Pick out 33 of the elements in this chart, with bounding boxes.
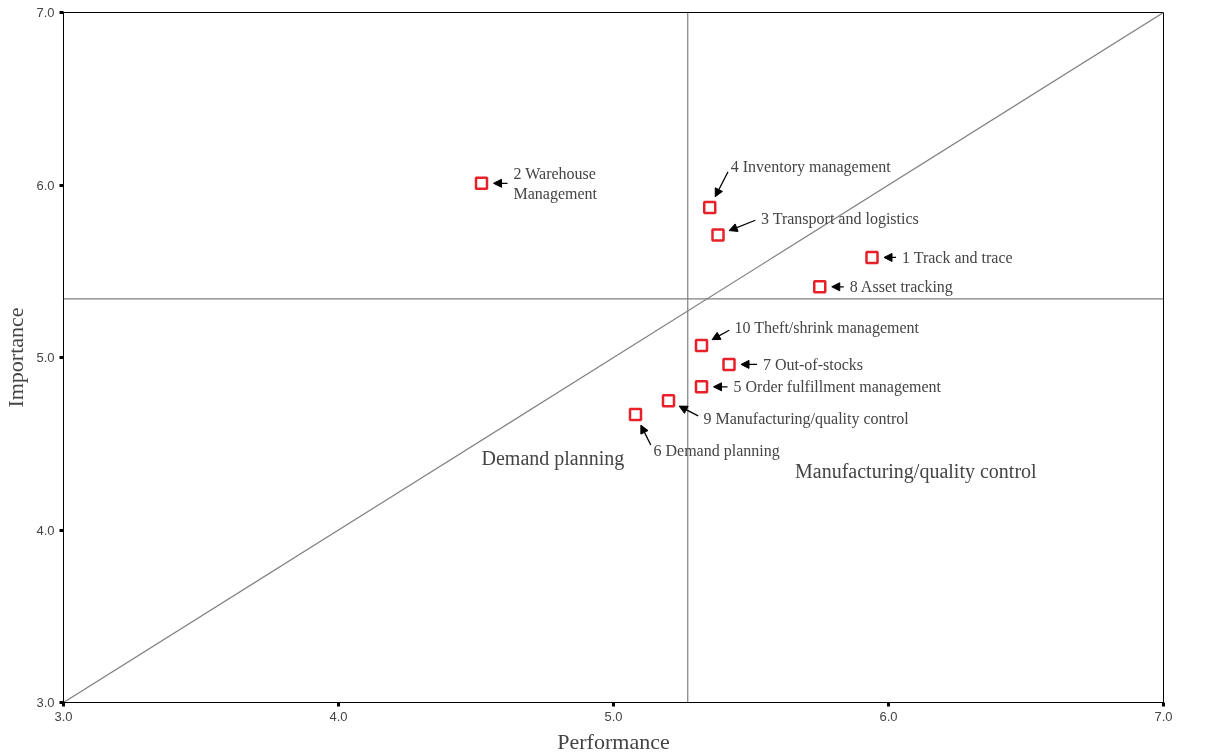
point — [711, 228, 725, 242]
point — [703, 200, 717, 215]
point — [722, 357, 736, 372]
y-tick-label: 4.0 — [36, 522, 55, 538]
annotation: Demand planning — [481, 446, 625, 470]
annotation: 10 Theft/shrink management — [734, 318, 920, 337]
point — [474, 176, 489, 191]
x-tick-label: 6.0 — [879, 708, 898, 724]
annotation: 8 Asset tracking — [849, 278, 953, 297]
point — [661, 393, 676, 408]
annotation: 4 Inventory management — [730, 157, 892, 176]
annotation: 2 Warehouse Management — [513, 164, 598, 203]
point — [865, 250, 879, 265]
x-tick-label: 3.0 — [54, 708, 73, 724]
y-tick-label: 3.0 — [36, 695, 55, 710]
point — [813, 280, 827, 294]
y-tick-label: 7.0 — [36, 5, 55, 20]
point — [694, 380, 709, 394]
x-tick-label: 4.0 — [329, 708, 348, 724]
annotation: Manufacturing/quality control — [795, 460, 1038, 484]
y-axis-title: Importance — [3, 307, 29, 408]
x-axis-title: Performance — [557, 728, 670, 753]
y-tick-label: 5.0 — [36, 350, 55, 365]
annotation: 1 Track and trace — [902, 248, 1013, 266]
annotation: 9 Manufacturing/quality control — [703, 410, 910, 429]
point — [628, 407, 643, 422]
x-tick-label: 7.0 — [1154, 708, 1173, 724]
point — [694, 338, 709, 353]
x-tick-label: 5.0 — [604, 708, 623, 724]
annotation: 3 Transport and logistics — [761, 209, 919, 228]
annotation: 5 Order fulfillment management — [733, 378, 942, 397]
y-tick-label: 6.0 — [36, 177, 55, 193]
annotation: 7 Out-of-stocks — [763, 355, 863, 373]
